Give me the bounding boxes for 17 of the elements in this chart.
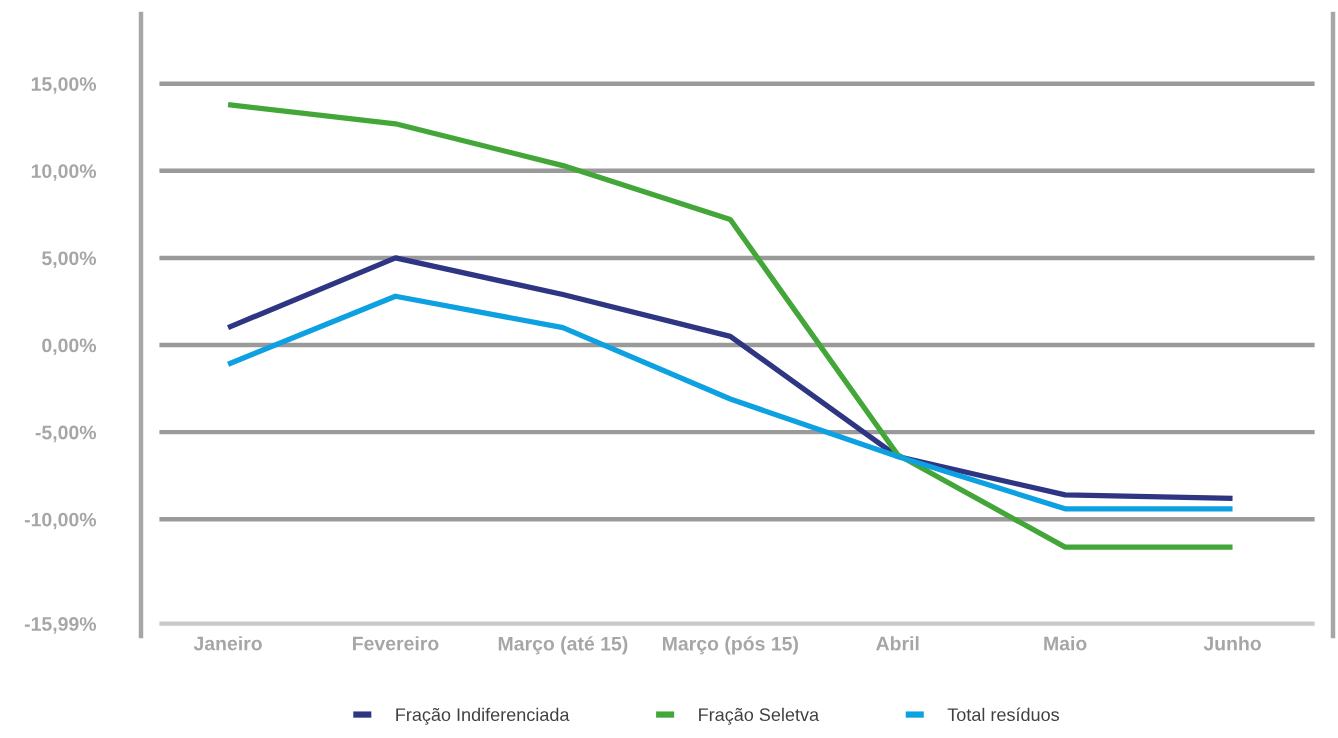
x-tick-label: Janeiro [193, 636, 262, 651]
x-tick-label: Fevereiro [353, 636, 439, 651]
x-tick-label: Abril [876, 636, 919, 651]
x-tick-label: Junho [1203, 636, 1261, 651]
x-tick-label: Março (pós 15) [663, 636, 798, 655]
y-tick-label: 0,00% [42, 338, 97, 356]
legend-label: Fração Indiferenciada [396, 707, 570, 725]
y-tick-label: 15,00% [31, 77, 97, 94]
y-tick-label: -15,99% [24, 617, 97, 634]
x-tick-label: Março (até 15) [498, 636, 628, 655]
y-tick-label: -5,00% [35, 425, 97, 443]
y-tick-label: 10,00% [31, 164, 97, 181]
legend-label: Total resíduos [947, 707, 1059, 722]
legend-label: Fração Seletva [699, 707, 820, 725]
y-tick-label: 5,00% [42, 251, 97, 268]
x-tick-label: Maio [1044, 636, 1087, 651]
y-tick-label: -10,00% [24, 512, 97, 530]
